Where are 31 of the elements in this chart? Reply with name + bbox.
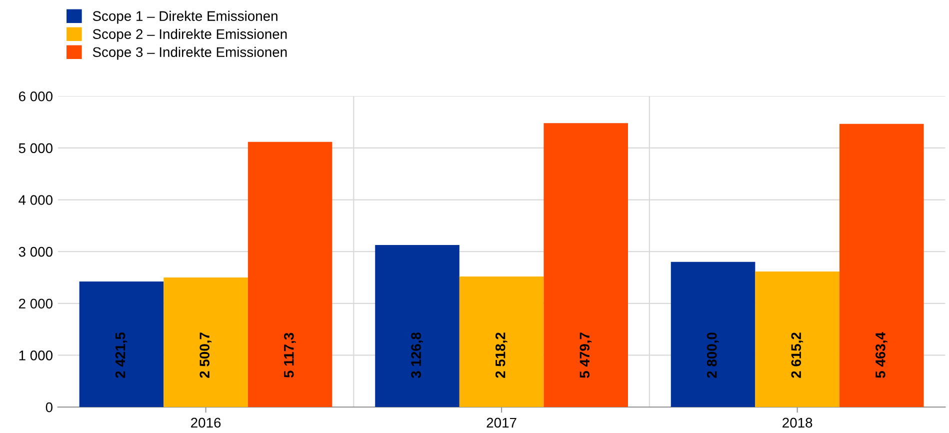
y-tick-label: 4 000 (18, 195, 52, 205)
bar (755, 272, 840, 408)
y-tick-label: 0 (46, 402, 52, 412)
bar (79, 282, 164, 408)
bar (375, 245, 460, 408)
data-label: 2 800,0 (706, 332, 719, 378)
data-label: 3 126,8 (411, 332, 423, 378)
data-label: 5 479,7 (580, 332, 592, 378)
y-tick-label: 1 000 (19, 350, 52, 360)
legend-label: Scope 2 – Indirekte Emissionen (92, 28, 287, 42)
bar (164, 277, 248, 408)
x-tick-label: 2018 (782, 418, 812, 428)
bar (248, 142, 332, 408)
legend-label: Scope 1 – Direkte Emissionen (92, 10, 278, 24)
legend-label: Scope 3 – Indirekte Emissionen (92, 46, 287, 60)
bar (459, 276, 544, 408)
data-label: 2 615,2 (791, 332, 804, 378)
y-tick-label: 5 000 (18, 143, 52, 154)
data-label: 5 463,4 (876, 332, 888, 378)
data-label: 5 117,3 (284, 332, 296, 378)
data-label: 2 421,5 (115, 332, 128, 378)
y-tick-label: 3 000 (18, 246, 52, 257)
bar (544, 123, 628, 408)
bar (670, 262, 756, 408)
data-label: 2 500,7 (200, 332, 212, 378)
x-tick-label: 2016 (191, 418, 221, 428)
data-label: 2 518,2 (495, 332, 508, 378)
x-tick-label: 2017 (486, 418, 516, 428)
bar (839, 124, 924, 408)
y-tick-label: 6 000 (18, 91, 52, 102)
y-tick-label: 2 000 (18, 298, 52, 309)
